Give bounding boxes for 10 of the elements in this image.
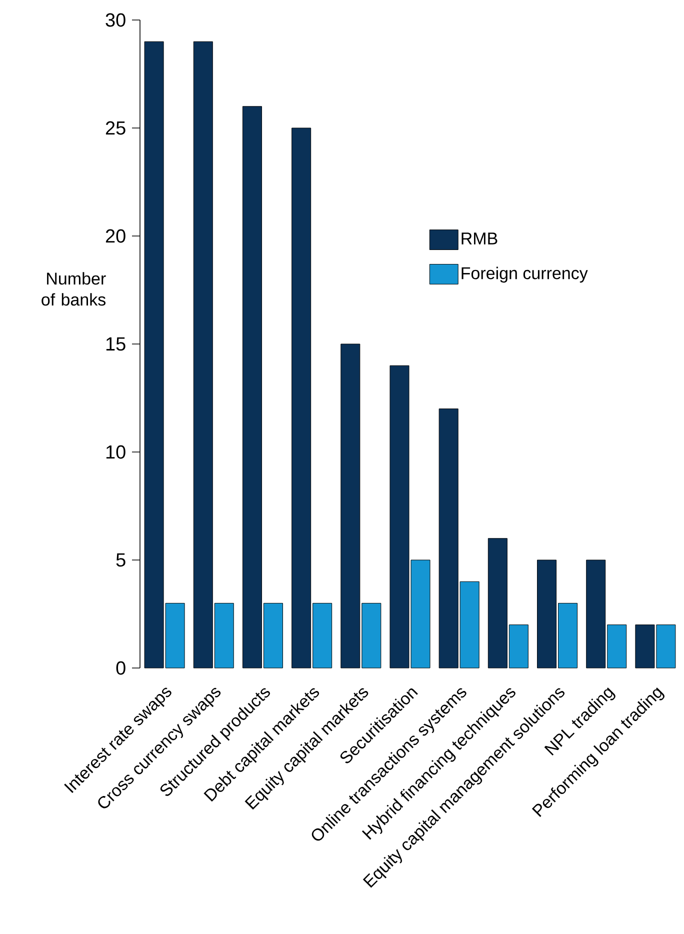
legend-label: RMB: [462, 232, 498, 244]
y-tick-label: 0: [116, 661, 126, 675]
legend-label: Foreign currency: [462, 266, 588, 283]
y-tick-label: 10: [106, 445, 126, 459]
y-tick-label: 25: [106, 121, 126, 135]
y-tick-label: 20: [106, 229, 126, 243]
y-axis-title: Number of banks: [42, 272, 106, 306]
y-tick-label: 5: [116, 553, 126, 567]
y-tick-label: 30: [106, 13, 126, 27]
y-tick-label: 15: [106, 337, 126, 351]
